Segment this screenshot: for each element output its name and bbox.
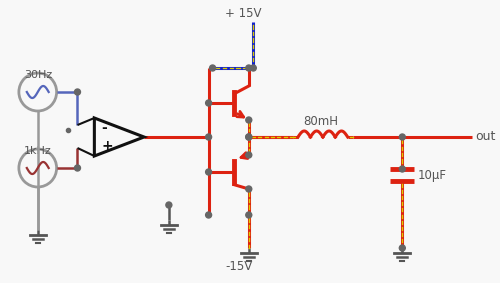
Circle shape — [206, 212, 212, 218]
Circle shape — [246, 65, 252, 71]
Text: +: + — [102, 139, 113, 153]
Circle shape — [250, 65, 256, 71]
Text: -: - — [102, 121, 107, 136]
Circle shape — [206, 134, 212, 140]
Circle shape — [246, 117, 252, 123]
Text: 80mH: 80mH — [303, 115, 338, 128]
Text: 10μF: 10μF — [417, 168, 446, 181]
Text: 1kHz: 1kHz — [24, 146, 52, 156]
Circle shape — [246, 134, 252, 140]
Text: 30Hz: 30Hz — [24, 70, 52, 80]
Circle shape — [400, 134, 406, 140]
Circle shape — [246, 212, 252, 218]
Circle shape — [246, 134, 252, 140]
Circle shape — [166, 202, 172, 208]
Circle shape — [74, 165, 80, 171]
Circle shape — [246, 152, 252, 158]
Circle shape — [210, 65, 216, 71]
Circle shape — [400, 245, 406, 251]
Circle shape — [400, 166, 406, 172]
Circle shape — [206, 169, 212, 175]
Circle shape — [246, 186, 252, 192]
Circle shape — [206, 100, 212, 106]
Circle shape — [74, 89, 80, 95]
Text: -15V: -15V — [225, 260, 252, 273]
Text: out: out — [475, 130, 495, 143]
Text: + 15V: + 15V — [226, 7, 262, 20]
